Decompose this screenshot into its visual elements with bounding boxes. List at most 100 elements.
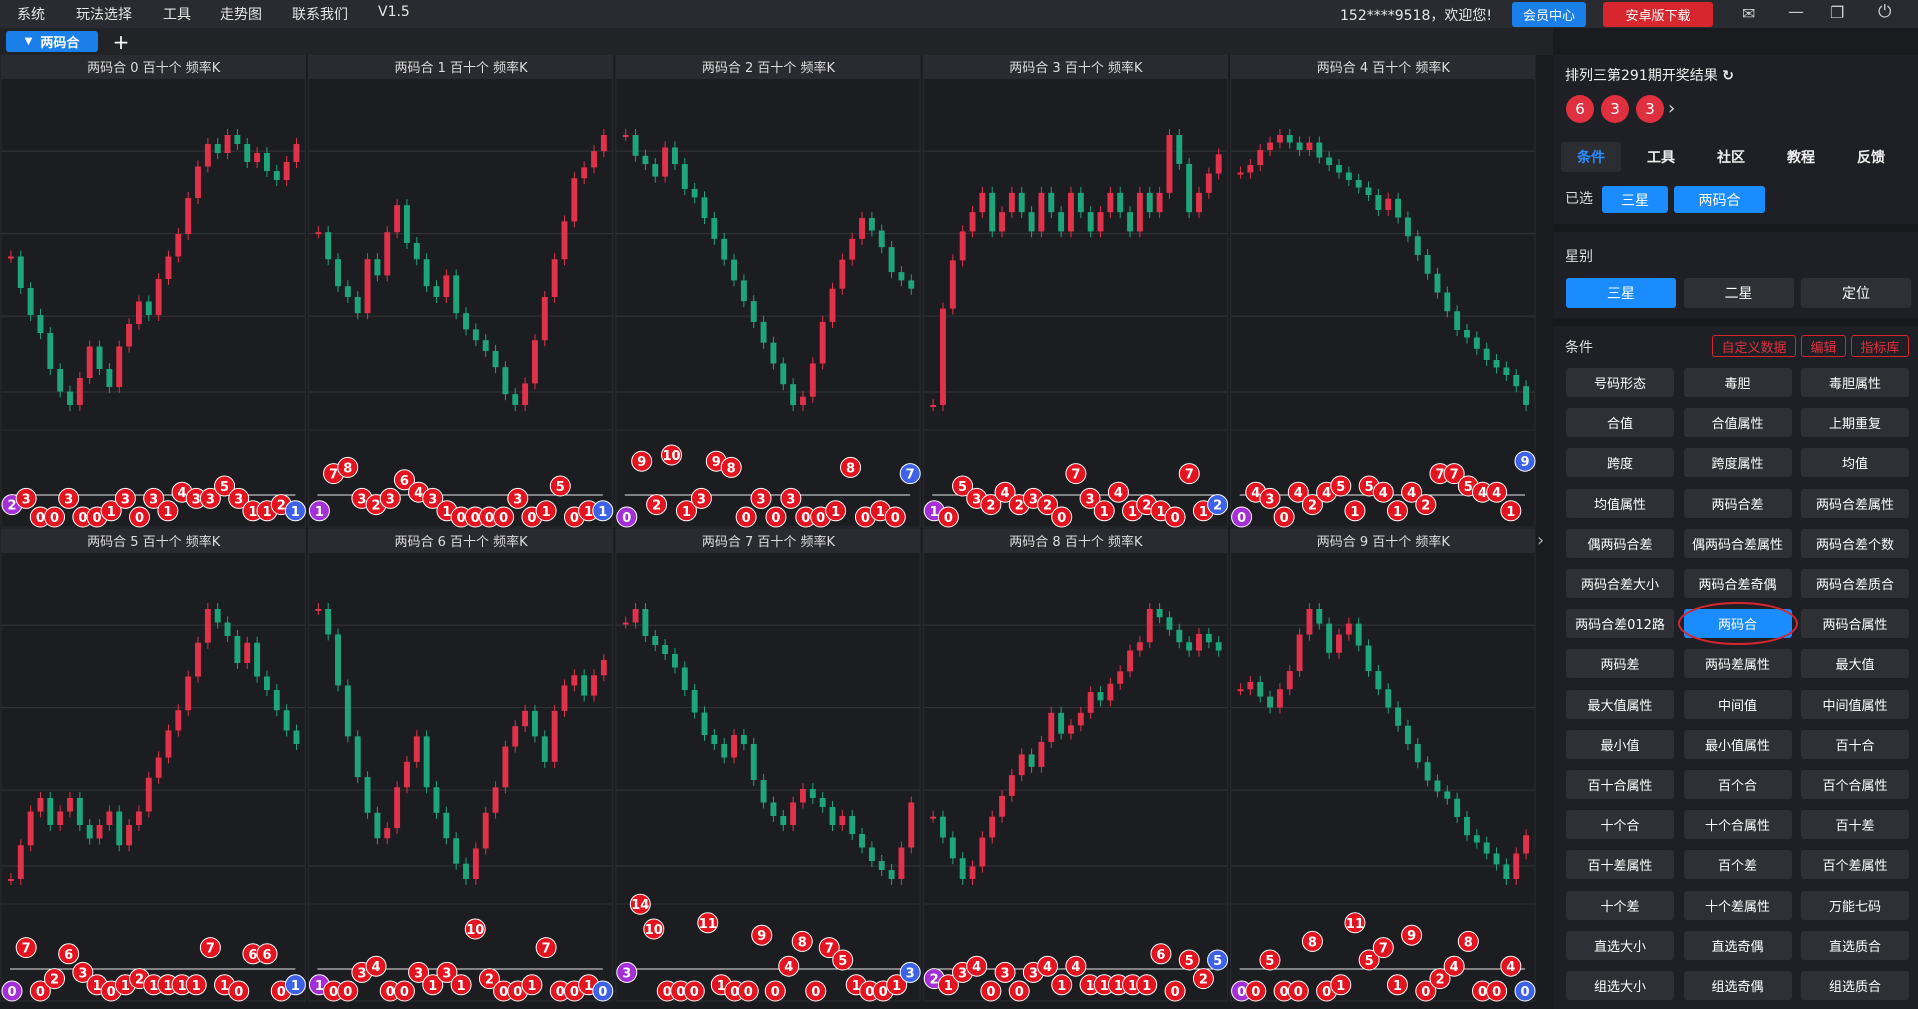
candle xyxy=(155,279,162,315)
condition-button[interactable]: 百个差 xyxy=(1683,850,1792,880)
condition-button[interactable]: 跨度属性 xyxy=(1683,448,1792,478)
star-option[interactable]: 定位 xyxy=(1801,278,1911,308)
condition-button[interactable]: 组选奇偶 xyxy=(1683,971,1792,1000)
ball-label: 2 xyxy=(1199,973,1208,988)
download-button[interactable]: 安卓版下载 xyxy=(1603,2,1713,27)
condition-button[interactable]: 最大值 xyxy=(1801,649,1909,679)
condition-button[interactable]: 直选大小 xyxy=(1566,930,1674,960)
ball-label: 3 xyxy=(78,966,87,981)
star-option[interactable]: 二星 xyxy=(1683,278,1794,308)
condition-button[interactable]: 百十差属性 xyxy=(1566,850,1674,880)
minimize-icon[interactable]: — xyxy=(1788,2,1804,21)
ball-label: 1 xyxy=(457,979,466,994)
condition-button[interactable]: 最大值属性 xyxy=(1566,689,1674,719)
condition-button[interactable]: 最小值属性 xyxy=(1683,729,1792,759)
tab[interactable]: ▼ 两码合 xyxy=(6,31,98,52)
menu-item[interactable]: V1.5 xyxy=(378,4,410,20)
menu-item[interactable]: 工具 xyxy=(163,7,191,23)
menu-item[interactable]: 走势图 xyxy=(220,7,262,23)
condition-button[interactable]: 均值属性 xyxy=(1566,488,1674,518)
power-icon[interactable]: ⏻ xyxy=(1878,2,1892,22)
condition-button[interactable]: 百十合 xyxy=(1801,729,1909,759)
condition-button[interactable]: 百个差属性 xyxy=(1801,850,1909,880)
condition-button[interactable]: 两码差属性 xyxy=(1683,649,1792,679)
condition-button[interactable]: 中间值 xyxy=(1683,689,1792,719)
condition-button[interactable]: 两码合差大小 xyxy=(1566,569,1674,598)
condition-button[interactable]: 直选奇偶 xyxy=(1683,930,1792,960)
condition-button[interactable]: 十个合 xyxy=(1566,810,1674,840)
condition-action[interactable]: 自定义数据 xyxy=(1712,335,1796,357)
condition-button[interactable]: 十个差属性 xyxy=(1683,890,1792,920)
condition-button[interactable]: 中间值属性 xyxy=(1801,689,1909,719)
condition-button[interactable]: 合值 xyxy=(1566,408,1674,438)
condition-action[interactable]: 编辑 xyxy=(1801,335,1846,357)
condition-button[interactable]: 毒胆 xyxy=(1683,368,1792,397)
condition-button[interactable]: 上期重复 xyxy=(1801,408,1909,438)
condition-button[interactable]: 两码合差 xyxy=(1683,488,1792,518)
star-option[interactable]: 三星 xyxy=(1566,278,1676,308)
restore-icon[interactable]: ❐ xyxy=(1830,3,1845,22)
condition-action[interactable]: 指标库 xyxy=(1851,335,1909,357)
ball-label: 0 xyxy=(1057,511,1066,526)
ball-label: 6 xyxy=(400,474,409,489)
condition-button[interactable]: 组选大小 xyxy=(1566,971,1674,1000)
more-arrow[interactable]: › xyxy=(1668,98,1676,119)
candle xyxy=(849,238,856,260)
collapse-arrow[interactable]: › xyxy=(1537,530,1545,551)
candle xyxy=(224,135,231,153)
condition-button[interactable]: 两码合差012路 xyxy=(1566,609,1674,639)
nav-tab[interactable]: 教程 xyxy=(1787,150,1815,166)
ball-label: 7 xyxy=(1379,942,1388,957)
condition-button[interactable]: 十个合属性 xyxy=(1683,810,1792,840)
condition-button[interactable]: 百个合 xyxy=(1683,770,1792,799)
condition-button[interactable]: 偶两码合差属性 xyxy=(1683,528,1792,558)
condition-button[interactable]: 毒胆属性 xyxy=(1801,368,1909,397)
condition-button[interactable]: 偶两码合差 xyxy=(1566,528,1674,558)
member-button[interactable]: 会员中心 xyxy=(1512,2,1586,27)
mail-icon[interactable]: ✉ xyxy=(1742,4,1756,23)
condition-button[interactable]: 跨度 xyxy=(1566,448,1674,478)
nav-tab[interactable]: 反馈 xyxy=(1857,150,1885,166)
candle xyxy=(541,297,548,341)
condition-button[interactable]: 组选质合 xyxy=(1801,971,1909,1000)
ball-label: 0 xyxy=(570,985,579,1000)
condition-button[interactable]: 百十差 xyxy=(1801,810,1909,840)
nav-tab[interactable]: 工具 xyxy=(1647,150,1675,166)
condition-button[interactable]: 两码合差奇偶 xyxy=(1683,569,1792,598)
condition-button[interactable]: 百十合属性 xyxy=(1566,770,1674,799)
candle xyxy=(195,166,201,198)
ball-label: 0 xyxy=(50,511,59,526)
candle xyxy=(293,730,300,744)
condition-button[interactable]: 最小值 xyxy=(1566,729,1674,759)
condition-button[interactable]: 号码形态 xyxy=(1566,368,1674,397)
condition-button[interactable]: 万能七码 xyxy=(1801,890,1909,920)
candle xyxy=(1186,642,1193,651)
ball xyxy=(199,937,221,959)
menu-item[interactable]: 联系我们 xyxy=(292,7,348,23)
condition-button[interactable]: 百个合属性 xyxy=(1801,770,1909,799)
menu-item[interactable]: 系统 xyxy=(17,7,45,23)
add-tab[interactable]: + xyxy=(112,29,130,54)
condition-button[interactable]: 两码差 xyxy=(1566,649,1674,679)
nav-tab[interactable]: 社区 xyxy=(1717,150,1745,166)
panel-title: 两码合 9 百十个 频率K xyxy=(1317,534,1451,550)
condition-button[interactable]: 合值属性 xyxy=(1683,408,1792,438)
condition-button[interactable]: 均值 xyxy=(1801,448,1909,478)
condition-button[interactable]: 直选质合 xyxy=(1801,930,1909,960)
condition-button[interactable]: 两码合差个数 xyxy=(1801,528,1909,558)
nav-tab[interactable]: 条件 xyxy=(1561,142,1621,172)
candle xyxy=(1018,754,1025,776)
condition-button[interactable]: 两码合属性 xyxy=(1801,609,1909,639)
selected-chip[interactable]: 两码合 xyxy=(1674,186,1765,213)
ball-label: 1 xyxy=(291,505,300,520)
ball-label: 1 xyxy=(1199,505,1208,520)
condition-button[interactable]: 两码合差属性 xyxy=(1801,488,1909,518)
condition-button[interactable]: 十个差 xyxy=(1566,890,1674,920)
menu-item[interactable]: 玩法选择 xyxy=(76,7,132,23)
candle xyxy=(1215,154,1222,174)
selected-chip[interactable]: 三星 xyxy=(1602,186,1668,213)
condition-button[interactable]: 两码合差质合 xyxy=(1801,569,1909,598)
ball-label: 4 xyxy=(1379,486,1388,501)
candle xyxy=(204,609,211,643)
